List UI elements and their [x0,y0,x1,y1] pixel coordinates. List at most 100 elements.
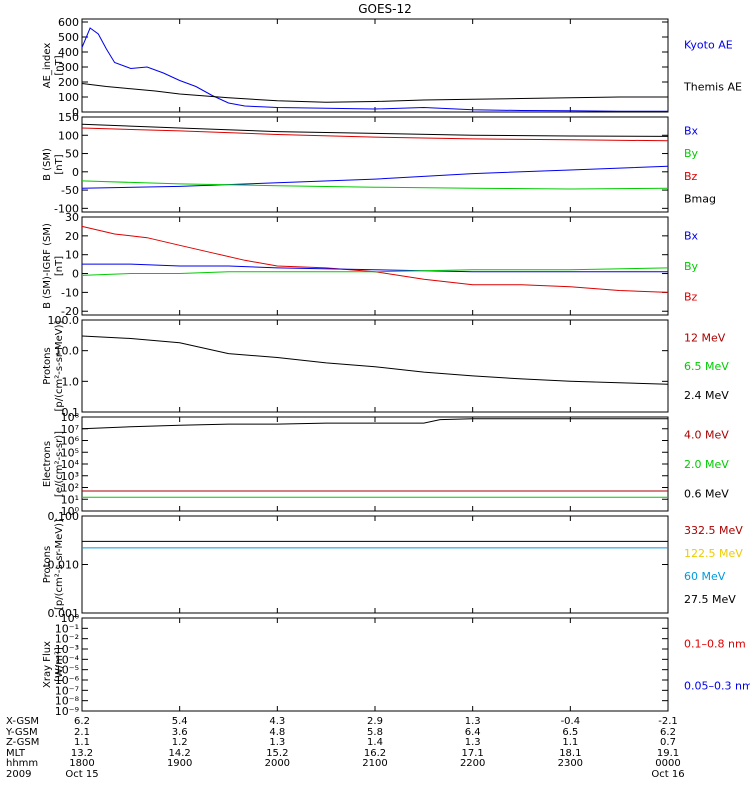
legend-entry: 4.0 MeV [684,429,729,442]
y-tick-label: -20 [61,305,79,318]
legend-entry: By [684,147,699,160]
y-tick-label: 10⁴ [61,458,80,471]
legend-entry: 0.05–0.3 nm [684,680,750,693]
y-axis-label: [nT] [54,256,65,276]
y-tick-label: 10³ [61,470,79,483]
ephemeris-row-label: hhmm [6,758,38,769]
legend-entry: 122.5 MeV [684,547,743,560]
legend-entry: 332.5 MeV [684,524,743,537]
y-axis-label: B (SM) [42,148,53,181]
legend-entry: Bx [684,229,699,242]
y-tick-label: 1.0 [62,375,80,388]
ephemeris-value: -2.1 [658,716,678,727]
legend-entry: 12 MeV [684,331,726,344]
y-tick-label: 0.010 [48,559,80,572]
panel-protons1: 0.1 1.0 10.0 100.0 Protons [p/(cm²-s-sr-MeV)]… [42,314,729,419]
y-tick-label: 0 [72,166,79,179]
y-tick-label: 10⁶ [61,435,80,448]
legend-entry: 0.1–0.8 nm [684,637,746,650]
series-bx [82,263,668,273]
ephemeris-value: 1.1 [74,737,90,748]
y-tick-label: 10⁻⁸ [55,695,80,708]
y-tick-label: 0 [72,106,79,119]
ephemeris-value: 2100 [362,758,387,769]
legend-entry: By [684,260,699,273]
y-tick-label: 10.0 [55,345,80,358]
ephemeris-value: Oct 16 [651,769,684,780]
ephemeris-value: 4.8 [269,727,285,738]
legend-entry: Bx [684,125,699,138]
y-tick-label: 10⁷ [61,423,79,436]
legend-entry: Kyoto AE [684,38,733,51]
ephemeris-row-label: Y-GSM [5,727,38,738]
ephemeris-value: 1.4 [367,737,383,748]
y-axis-label: [e/(cm²-s-sr)] [54,431,65,497]
legend-entry: Bmag [684,192,716,205]
y-tick-label: 100 [58,129,79,142]
ephemeris-value: 15.2 [266,748,288,759]
y-tick-label: 10¹ [61,493,79,506]
y-axis-label: [nT] [54,55,65,75]
ephemeris-value: 16.2 [364,748,386,759]
panel-frame [81,319,669,413]
ephemeris-row-label: MLT [6,748,26,759]
legend-entry: Bz [684,291,698,304]
panel-frame [81,116,669,213]
panel-ae: 0 100 200 300 400 500 600 AE_index [nT] Kyoto AE T… [42,16,742,119]
ephemeris-value: 19.1 [657,748,679,759]
ephemeris-value: 0000 [655,758,680,769]
ephemeris-row-label: X-GSM [6,716,39,727]
ephemeris-value: 1.3 [269,737,285,748]
y-axis-label: Xray Flux [42,641,53,688]
panel-frame [81,617,669,712]
ephemeris-value: 6.4 [465,727,481,738]
ephemeris-value: 1800 [69,758,94,769]
y-tick-label: -50 [61,184,79,197]
series-bx [81,165,669,189]
y-tick-label: 0 [72,268,79,281]
ephemeris-value: 3.6 [172,727,188,738]
y-tick-label: 10² [61,482,79,495]
series-kyoto-ae [81,27,668,112]
y-tick-label: 10⁻¹ [55,622,79,635]
y-tick-label: 10⁻⁴ [55,653,80,666]
y-axis-label: [p/(cm²-s-sr-MeV)] [54,320,65,411]
y-tick-label: 0.1 [62,406,80,419]
ephemeris-value: 6.2 [660,727,676,738]
legend-entry: Bz [684,170,698,183]
y-tick-label: 50 [65,148,79,161]
y-axis-label: Electrons [42,441,53,487]
ephemeris-value: 17.1 [462,748,484,759]
y-tick-label: 10 [65,249,79,262]
y-tick-label: 200 [58,76,79,89]
ephemeris-value: 2300 [558,758,583,769]
y-tick-label: 10⁻⁵ [55,664,79,677]
y-tick-label: 500 [58,31,79,44]
y-axis-label: [p/(cm²-s-sr-MeV)] [54,519,65,610]
panel-bsm: -100 -50 0 50 100 150 B (SM) [nT] Bx By Bz Bmag [42,111,716,215]
series-bz [81,127,669,142]
legend-entry: 2.0 MeV [684,458,729,471]
y-tick-label: 10⁸ [61,411,80,424]
ephemeris-value: 1.1 [562,737,578,748]
y-tick-label: 10⁰ [61,612,80,625]
y-axis-label: AE_index [42,43,53,89]
ephemeris-value: 5.8 [367,727,383,738]
y-tick-label: 300 [58,61,79,74]
y-tick-label: 150 [58,111,79,124]
y-tick-label: 20 [65,230,79,243]
y-tick-label: -100 [54,202,79,215]
ephemeris-row-label: 2009 [6,769,31,780]
y-axis-label: [W/m²] [54,647,65,682]
ephemeris-value: 18.1 [559,748,581,759]
y-tick-label: 10⁻⁹ [55,705,79,718]
legend-entry: 0.6 MeV [684,487,729,500]
series-2-4-mev [81,335,669,385]
legend-entry: 2.4 MeV [684,389,729,402]
panel-bigrf: -20 -10 0 10 20 30 B (SM)-IGRF (SM) [nT] Bx By Bz [42,211,699,318]
ephemeris-value: 6.2 [74,716,90,727]
panel-frame [81,515,669,614]
ephemeris-value: 2.9 [367,716,383,727]
